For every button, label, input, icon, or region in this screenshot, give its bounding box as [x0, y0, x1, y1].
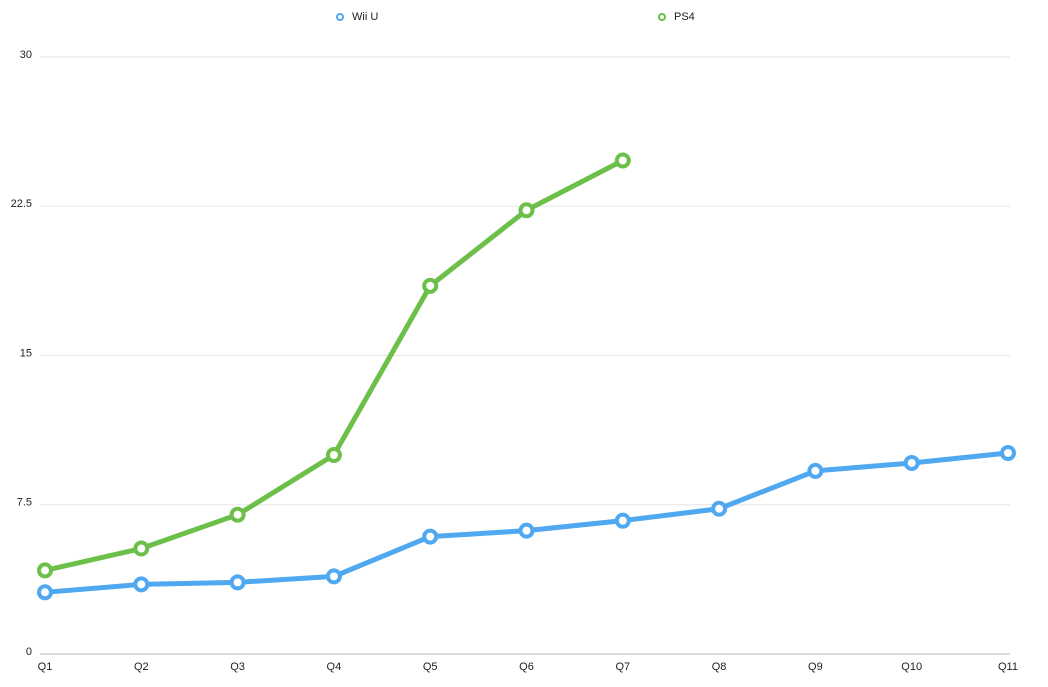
- line: [44, 158, 624, 573]
- point: [422, 528, 439, 545]
- x-tick-label: Q8: [712, 661, 727, 673]
- point: [325, 447, 342, 463]
- x-tick-label: Q5: [423, 661, 438, 673]
- x-tick-label: Q11: [998, 661, 1018, 673]
- legend-label: Wii U: [352, 11, 378, 23]
- point: [518, 522, 535, 539]
- x-tick-label: Q9: [808, 661, 823, 673]
- point: [325, 568, 342, 585]
- point: [37, 562, 53, 579]
- x-tick-label: Q10: [901, 661, 922, 673]
- point: [518, 202, 535, 219]
- x-tick-label: Q3: [230, 661, 245, 673]
- y-tick-label: 22.5: [11, 198, 32, 210]
- point: [229, 506, 246, 523]
- point: [903, 454, 920, 471]
- x-tick-label: Q4: [327, 661, 342, 673]
- point: [614, 152, 631, 169]
- point: [133, 576, 150, 593]
- point: [711, 500, 728, 517]
- point: [37, 584, 53, 601]
- point: [614, 512, 631, 529]
- point: [422, 277, 439, 294]
- legend-label: PS4: [674, 11, 695, 23]
- y-tick-label: 15: [20, 347, 32, 359]
- legend-marker: [658, 13, 666, 21]
- x-tick-label: Q2: [134, 661, 149, 673]
- y-tick-label: 0: [26, 646, 32, 658]
- x-tick-label: Q6: [519, 661, 534, 673]
- point: [807, 462, 824, 479]
- x-tick-label: Q1: [38, 661, 53, 673]
- legend-marker: [336, 13, 344, 21]
- point: [133, 540, 150, 557]
- y-tick-label: 7.5: [17, 497, 32, 509]
- x-tick-label: Q7: [615, 661, 630, 673]
- y-tick-label: 30: [20, 49, 32, 61]
- point: [1000, 445, 1016, 462]
- point: [229, 574, 246, 591]
